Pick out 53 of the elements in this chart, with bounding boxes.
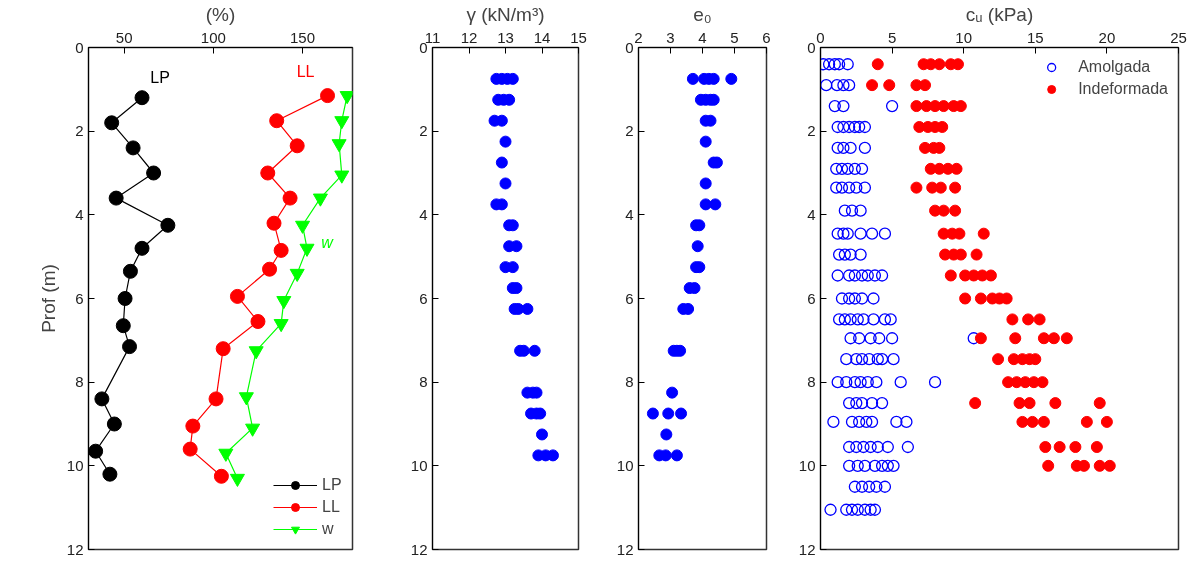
x-tick-label: 150	[290, 28, 316, 46]
y-axis-title: Prof (m)	[37, 264, 59, 333]
y-tick-label: 2	[419, 122, 428, 140]
legend-label: w	[322, 520, 335, 538]
x-tick-label: 50	[115, 28, 133, 46]
y-tick-label: 12	[410, 540, 428, 558]
x-tick-label: 20	[1098, 28, 1116, 46]
y-tick-label: 12	[616, 540, 634, 558]
y-tick-label: 6	[75, 289, 84, 307]
legend-label: Indeformada	[1078, 80, 1168, 98]
x-tick-label: 12	[460, 28, 478, 46]
annotation: LP	[150, 69, 170, 87]
x-tick-label: 5	[887, 28, 897, 46]
legend-label: LL	[322, 498, 341, 516]
y-tick-label: 10	[410, 456, 428, 474]
y-tick-label: 6	[625, 289, 634, 307]
x-tick-label: 100	[200, 28, 226, 46]
y-tick-label: 2	[75, 122, 84, 140]
y-tick-label: 4	[625, 205, 634, 223]
annotation: LL	[296, 63, 315, 81]
y-tick-label: 8	[807, 373, 816, 391]
y-tick-label: 6	[419, 289, 428, 307]
x-axis-title: γ (kN/m³)	[466, 3, 545, 25]
x-tick-label: 14	[533, 28, 551, 46]
y-tick-label: 12	[66, 540, 84, 558]
y-tick-label: 4	[807, 205, 816, 223]
x-tick-label: 5	[730, 28, 739, 46]
x-tick-label: 6	[762, 28, 771, 46]
y-tick-label: 10	[66, 456, 84, 474]
y-tick-label: 2	[807, 122, 816, 140]
x-axis-title: cᵤ (kPa)	[965, 3, 1034, 25]
x-axis-title: e₀	[693, 3, 712, 25]
y-tick-label: 8	[625, 373, 634, 391]
x-tick-label: 10	[955, 28, 973, 46]
legend-label: LP	[322, 476, 342, 494]
x-tick-label: 4	[698, 28, 707, 46]
y-tick-label: 4	[419, 205, 428, 223]
y-tick-label: 8	[75, 373, 84, 391]
x-axis-title: (%)	[205, 3, 236, 25]
x-tick-label: 25	[1170, 28, 1187, 46]
y-tick-label: 4	[75, 205, 84, 223]
legend-label: Amolgada	[1078, 58, 1151, 76]
y-tick-label: 10	[798, 456, 816, 474]
annotation: w	[321, 233, 335, 251]
x-tick-label: 15	[1026, 28, 1044, 46]
y-tick-label: 2	[625, 122, 634, 140]
x-tick-label: 15	[570, 28, 587, 46]
x-tick-label: 3	[666, 28, 675, 46]
x-tick-label: 13	[497, 28, 514, 46]
y-tick-label: 12	[798, 540, 816, 558]
y-tick-label: 8	[419, 373, 428, 391]
y-tick-label: 10	[616, 456, 634, 474]
y-tick-label: 6	[807, 289, 816, 307]
